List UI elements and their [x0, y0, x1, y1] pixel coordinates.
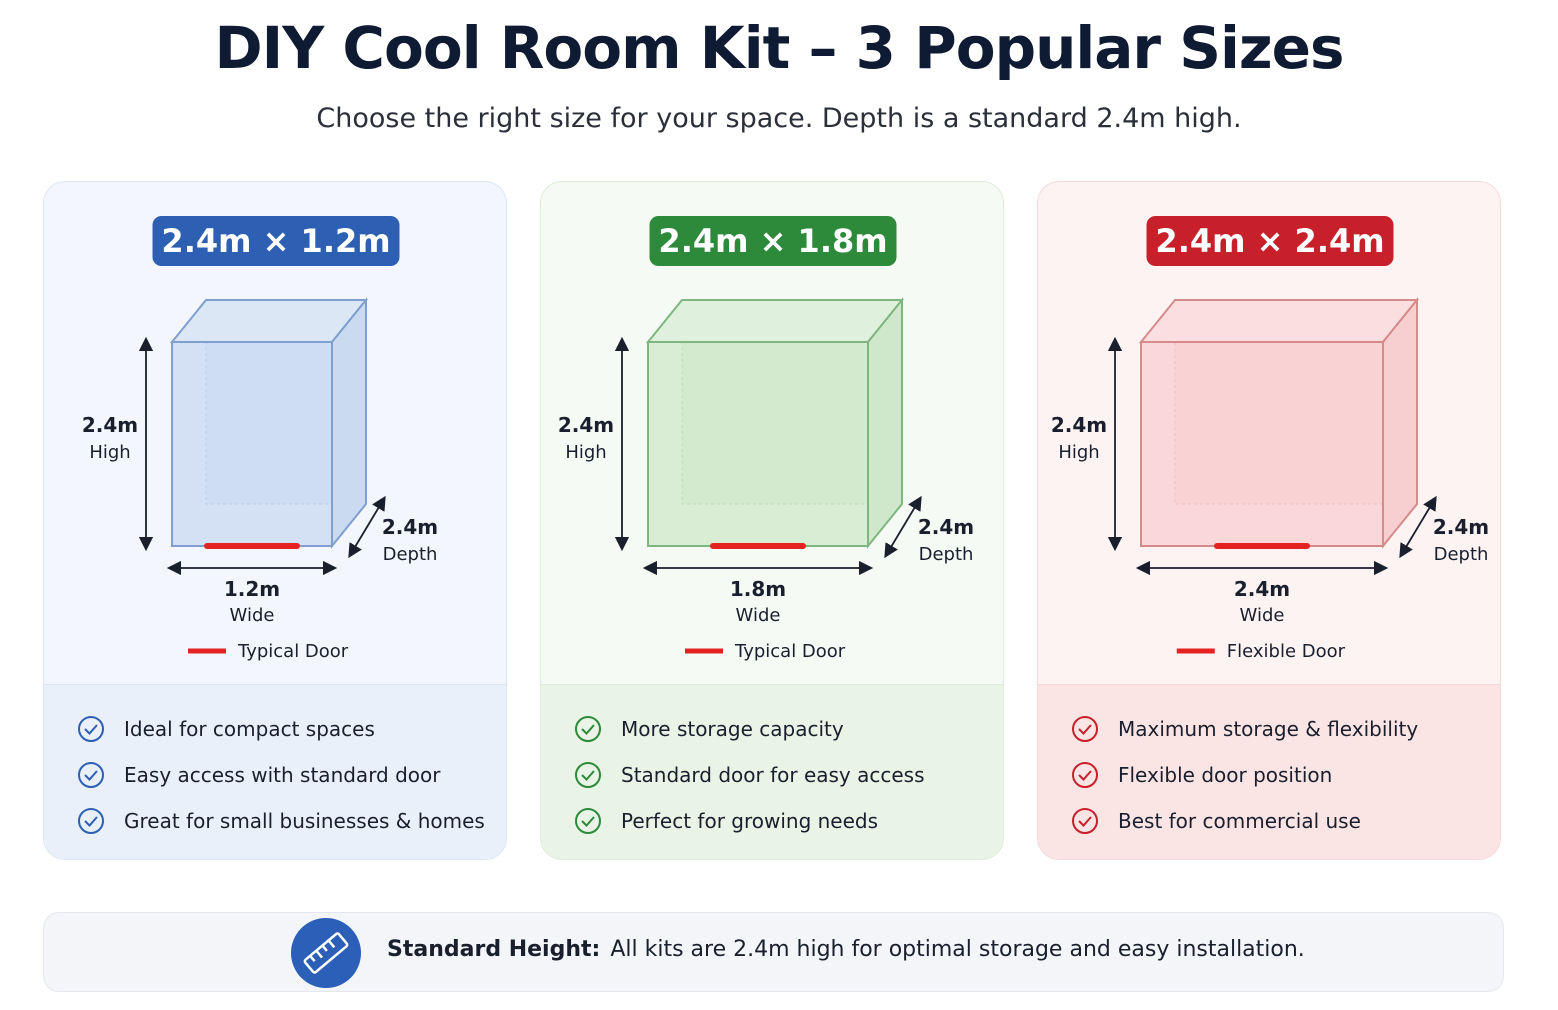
depth-label: Depth: [1434, 544, 1489, 565]
height-label: High: [565, 442, 606, 463]
height-label: High: [89, 442, 130, 463]
feature-svg: Maximum storage & flexibility Flexible do…: [1072, 716, 1418, 834]
feature-text: Great for small businesses & homes: [124, 809, 485, 833]
size-badge-text: 2.4m × 1.2m: [161, 222, 390, 260]
feature-text: Easy access with standard door: [124, 763, 441, 787]
feature-text: Flexible door position: [1118, 763, 1332, 787]
height-value: 2.4m: [558, 413, 614, 437]
check-mark: [1078, 816, 1092, 827]
feature-text: Maximum storage & flexibility: [1118, 717, 1418, 741]
check-mark: [84, 770, 98, 781]
size-card: 2.4m × 1.2m 2.4m High 1.2m Wide 2.4m Depth Typi…: [43, 181, 507, 860]
feature-list: Maximum storage & flexibility Flexible do…: [1038, 684, 1500, 859]
check-mark: [581, 724, 595, 735]
footer-body: All kits are 2.4m high for optimal stora…: [610, 937, 1305, 962]
check-mark: [84, 724, 98, 735]
depth-value: 2.4m: [1433, 515, 1489, 539]
check-circle: [575, 808, 601, 834]
cube-side: [867, 297, 903, 549]
check-circle: [78, 808, 104, 834]
check-mark: [1078, 770, 1092, 781]
door-legend-label: Typical Door: [237, 641, 349, 662]
size-badge: [1146, 216, 1394, 266]
door-legend-label: Flexible Door: [1227, 641, 1346, 662]
check-circle: [575, 716, 601, 742]
check-mark: [581, 770, 595, 781]
width-value: 1.8m: [730, 577, 786, 601]
check-circle: [1072, 716, 1098, 742]
footer: Standard Height: All kits are 2.4m high f…: [43, 912, 1504, 992]
footer-label: Standard Height:: [387, 937, 601, 962]
depth-arrow: [884, 495, 922, 559]
depth-value: 2.4m: [382, 515, 438, 539]
size-badge-text: 2.4m × 1.8m: [658, 222, 887, 260]
width-value: 2.4m: [1234, 577, 1290, 601]
feature-svg: More storage capacity Standard door for e…: [575, 716, 925, 834]
feature-text: Best for commercial use: [1118, 809, 1361, 833]
card-diagram: 2.4m × 1.8m 2.4m High 1.8m Wide 2.4m Depth Typi…: [558, 216, 974, 662]
feature-text: More storage capacity: [621, 717, 844, 741]
depth-arrow: [1399, 495, 1437, 559]
ruler-icon: [291, 918, 361, 988]
check-circle: [575, 762, 601, 788]
size-badge-text: 2.4m × 2.4m: [1155, 222, 1384, 260]
height-value: 2.4m: [82, 413, 138, 437]
check-circle: [78, 716, 104, 742]
width-label: Wide: [1240, 605, 1285, 626]
size-card: 2.4m × 1.8m 2.4m High 1.8m Wide 2.4m Depth Typi…: [540, 181, 1004, 860]
depth-value: 2.4m: [918, 515, 974, 539]
feature-list: Ideal for compact spaces Easy access with…: [44, 684, 506, 859]
depth-arrow: [348, 495, 386, 559]
depth-label: Depth: [383, 544, 438, 565]
cube-side: [1382, 297, 1418, 549]
width-value: 1.2m: [224, 577, 280, 601]
feature-text: Perfect for growing needs: [621, 809, 878, 833]
check-circle: [1072, 762, 1098, 788]
depth-label: Depth: [919, 544, 974, 565]
cube-side: [331, 297, 367, 549]
cube-top: [1138, 299, 1420, 343]
width-label: Wide: [736, 605, 781, 626]
feature-list: More storage capacity Standard door for e…: [541, 684, 1003, 859]
check-circle: [78, 762, 104, 788]
cube-top: [645, 299, 905, 343]
cube-front: [1140, 341, 1384, 547]
size-badge: [649, 216, 897, 266]
subtitle: Choose the right size for your space. De…: [316, 103, 1242, 134]
cube-front: [171, 341, 333, 547]
size-card: 2.4m × 2.4m 2.4m High 2.4m Wide 2.4m Depth Flex…: [1037, 181, 1501, 860]
footer-text: Standard Height: All kits are 2.4m high f…: [387, 937, 1305, 962]
feature-text: Standard door for easy access: [621, 763, 925, 787]
card-diagram: 2.4m × 1.2m 2.4m High 1.2m Wide 2.4m Depth Typi…: [82, 216, 438, 662]
height-label: High: [1058, 442, 1099, 463]
feature-svg: Ideal for compact spaces Easy access with…: [78, 716, 485, 834]
check-mark: [84, 816, 98, 827]
height-value: 2.4m: [1051, 413, 1107, 437]
feature-text: Ideal for compact spaces: [124, 717, 375, 741]
size-badge: [152, 216, 400, 266]
door-legend-label: Typical Door: [734, 641, 846, 662]
check-mark: [581, 816, 595, 827]
card-diagram: 2.4m × 2.4m 2.4m High 2.4m Wide 2.4m Depth Flex…: [1051, 216, 1489, 662]
check-circle: [1072, 808, 1098, 834]
title: DIY Cool Room Kit – 3 Popular Sizes: [214, 14, 1345, 82]
width-label: Wide: [230, 605, 275, 626]
check-mark: [1078, 724, 1092, 735]
cube-front: [647, 341, 869, 547]
